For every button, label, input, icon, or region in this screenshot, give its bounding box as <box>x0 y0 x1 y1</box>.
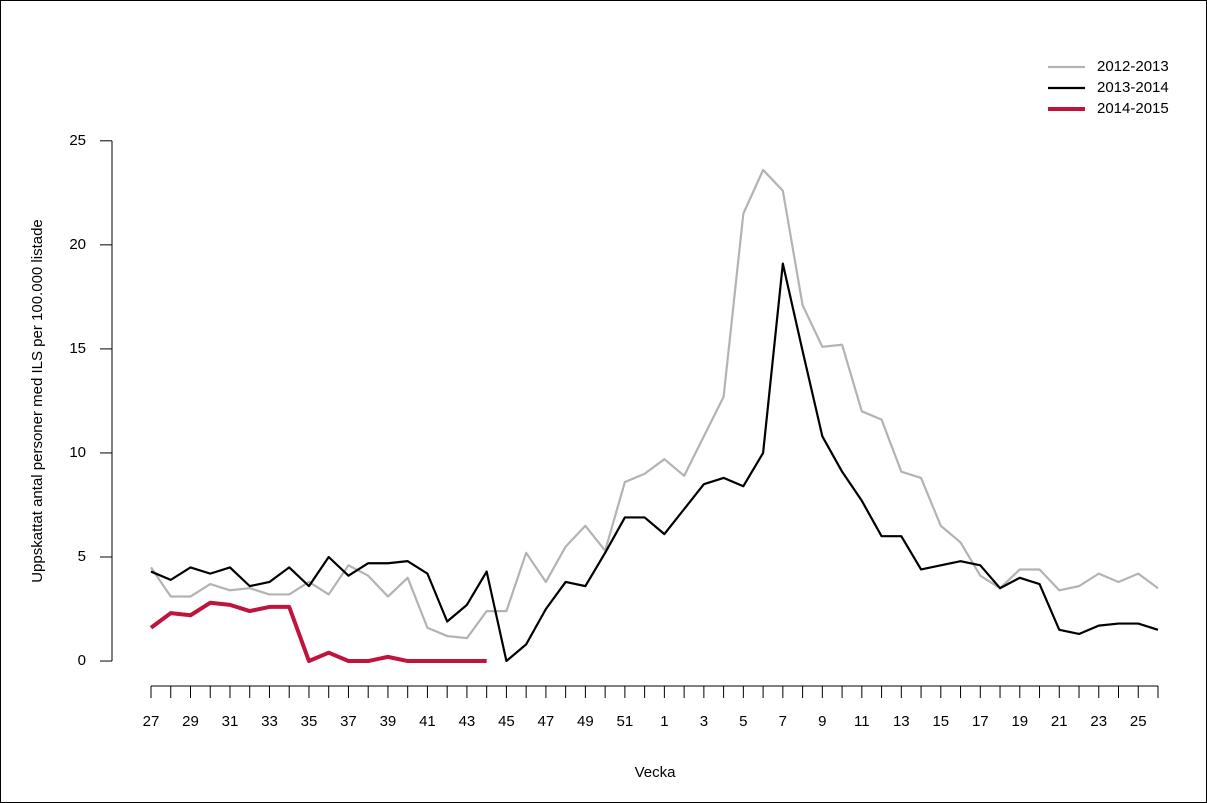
y-axis-label: Uppskattat antal personer med ILS per 10… <box>29 219 46 583</box>
x-tick-label: 47 <box>538 713 555 730</box>
x-tick-label: 21 <box>1051 713 1068 730</box>
legend-label: 2013-2014 <box>1097 79 1169 96</box>
y-tick-label: 10 <box>69 444 86 461</box>
x-tick-label: 49 <box>577 713 594 730</box>
y-tick-label: 15 <box>69 340 86 357</box>
legend-label: 2014-2015 <box>1097 100 1169 117</box>
series-line <box>150 168 1159 640</box>
x-tick-label: 19 <box>1011 713 1028 730</box>
x-axis-label: Vecka <box>635 764 677 781</box>
x-tick-label: 45 <box>498 713 515 730</box>
series-line <box>150 262 1159 663</box>
x-tick-label: 41 <box>419 713 436 730</box>
legend-label: 2012-2013 <box>1097 58 1169 75</box>
y-tick-label: 5 <box>78 548 86 565</box>
x-tick-label: 11 <box>854 713 870 730</box>
x-tick-label: 3 <box>700 713 708 730</box>
x-tick-label: 13 <box>893 713 910 730</box>
x-tick-label: 7 <box>779 713 787 730</box>
x-tick-label: 5 <box>739 713 747 730</box>
x-tick-label: 1 <box>660 713 668 730</box>
x-tick-label: 39 <box>380 713 397 730</box>
x-tick-label: 17 <box>972 713 989 730</box>
x-tick-label: 33 <box>261 713 278 730</box>
y-tick-label: 0 <box>78 652 86 669</box>
x-tick-label: 29 <box>182 713 199 730</box>
x-tick-label: 9 <box>818 713 826 730</box>
x-tick-label: 31 <box>222 713 239 730</box>
x-tick-label: 25 <box>1130 713 1147 730</box>
y-tick-label: 25 <box>69 132 86 149</box>
x-tick-label: 35 <box>301 713 318 730</box>
x-tick-label: 15 <box>932 713 949 730</box>
y-tick-label: 20 <box>69 236 86 253</box>
x-tick-label: 51 <box>617 713 634 730</box>
series-line <box>149 600 487 664</box>
x-tick-label: 23 <box>1090 713 1107 730</box>
x-tick-label: 27 <box>143 713 160 730</box>
x-tick-label: 37 <box>340 713 357 730</box>
x-tick-label: 43 <box>459 713 476 730</box>
